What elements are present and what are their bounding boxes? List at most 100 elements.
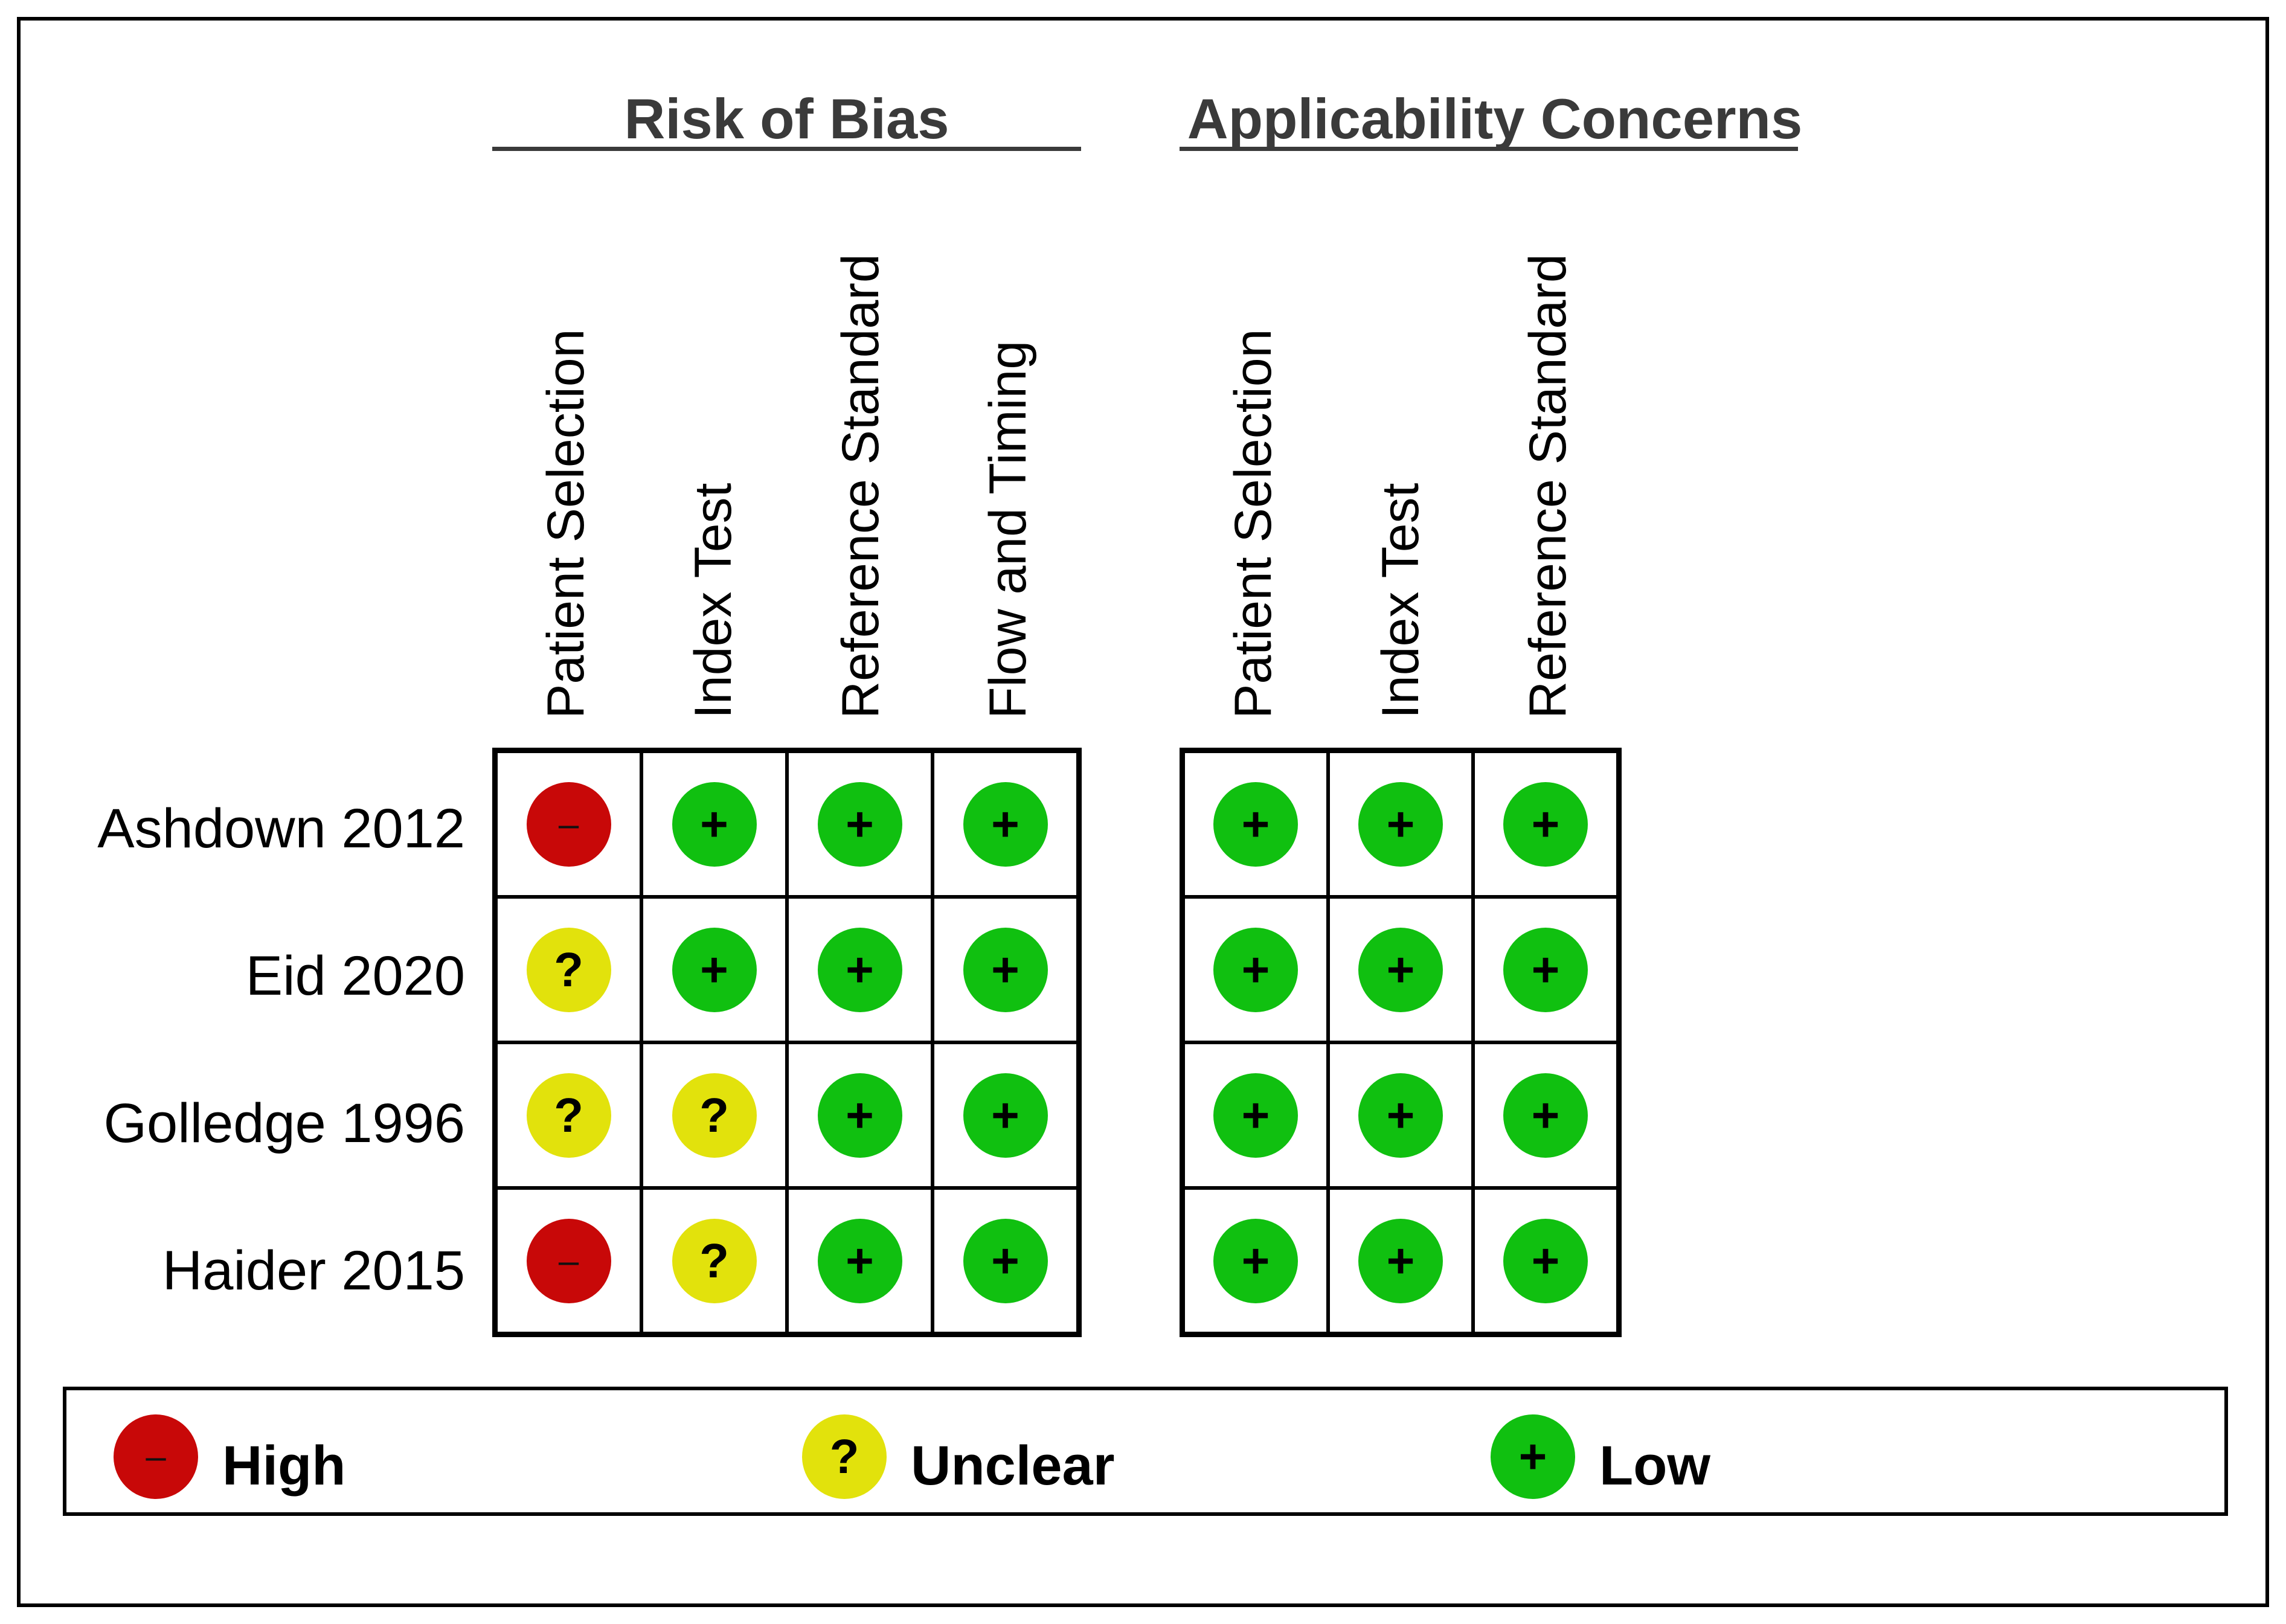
study-label-eid-2020: Eid 2020 — [245, 945, 465, 1007]
low-risk-icon: + — [817, 1073, 902, 1158]
applicability-grid: + + + + + + + + + + + + — [1180, 748, 1622, 1337]
unclear-symbol: ? — [699, 1088, 729, 1142]
unclear-symbol: ? — [554, 942, 583, 997]
low-symbol: + — [846, 1088, 874, 1142]
low-symbol: + — [1386, 1088, 1415, 1142]
applicability-concerns-title: Applicability Concerns — [1187, 87, 1803, 150]
low-risk-icon: + — [1358, 782, 1443, 867]
high-risk-icon: – — [526, 782, 611, 867]
risk-of-bias-grid: – + + +? + + +?? + + –? + + — [492, 748, 1082, 1337]
legend-item-high: – High — [114, 1414, 345, 1499]
high-symbol: – — [146, 1436, 166, 1477]
grid-cell: + — [787, 1042, 933, 1188]
low-risk-icon: + — [1358, 1073, 1443, 1158]
low-symbol: + — [1531, 1233, 1560, 1288]
grid-cell: + — [641, 897, 787, 1042]
low-symbol: + — [1241, 797, 1270, 851]
high-symbol: – — [558, 803, 579, 844]
grid-cell: + — [641, 751, 787, 897]
high-legend-icon: – — [114, 1414, 198, 1499]
unclear-risk-icon: ? — [672, 1073, 757, 1158]
grid-cell: ? — [496, 897, 641, 1042]
grid-cell: + — [1183, 751, 1328, 897]
legend-label: Unclear — [911, 1435, 1115, 1497]
low-risk-icon: + — [817, 927, 902, 1012]
study-label-haider-2015: Haider 2015 — [162, 1240, 465, 1301]
low-risk-icon: + — [1503, 1218, 1588, 1303]
low-symbol: + — [846, 942, 874, 997]
low-risk-icon: + — [963, 1218, 1048, 1303]
legend-item-unclear: ? Unclear — [802, 1414, 1115, 1499]
column-label: Index Test — [684, 483, 742, 719]
low-risk-icon: + — [1358, 1218, 1443, 1303]
grid-cell: – — [496, 1188, 641, 1334]
low-symbol: + — [700, 797, 728, 851]
legend-label: Low — [1599, 1435, 1710, 1497]
low-symbol: + — [1518, 1430, 1547, 1483]
grid-cell: + — [1328, 897, 1473, 1042]
column-label: Flow and Timing — [979, 340, 1037, 719]
low-symbol: + — [1531, 797, 1560, 851]
low-symbol: + — [1241, 1088, 1270, 1142]
low-symbol: + — [846, 797, 874, 851]
unclear-risk-icon: ? — [526, 927, 611, 1012]
grid-cell: ? — [641, 1188, 787, 1334]
unclear-risk-icon: ? — [672, 1218, 757, 1303]
study-labels: Ashdown 2012 Eid 2020 Golledge 1996 Haider … — [0, 0, 465, 1624]
low-risk-icon: + — [672, 927, 757, 1012]
low-symbol: + — [1531, 1088, 1560, 1142]
grid-cell: + — [933, 1188, 1078, 1334]
low-risk-icon: + — [1503, 927, 1588, 1012]
unclear-symbol: ? — [554, 1088, 583, 1142]
low-symbol: + — [991, 1233, 1019, 1288]
grid-cell: + — [1183, 897, 1328, 1042]
high-symbol: – — [558, 1240, 579, 1281]
grid-cell: + — [933, 897, 1078, 1042]
grid-cell: + — [787, 1188, 933, 1334]
grid-cell: + — [1473, 897, 1618, 1042]
low-symbol: + — [700, 942, 728, 997]
low-risk-icon: + — [1358, 927, 1443, 1012]
low-symbol: + — [1386, 942, 1415, 997]
grid-cell: + — [1183, 1188, 1328, 1334]
low-risk-icon: + — [1213, 927, 1298, 1012]
low-risk-icon: + — [963, 927, 1048, 1012]
applicability-concerns-rule — [1180, 147, 1798, 151]
grid-cell: + — [787, 897, 933, 1042]
low-risk-icon: + — [1213, 782, 1298, 867]
column-label: Patient Selection — [537, 329, 595, 719]
low-symbol: + — [846, 1233, 874, 1288]
low-risk-icon: + — [672, 782, 757, 867]
low-symbol: + — [1386, 1233, 1415, 1288]
low-symbol: + — [1241, 942, 1270, 997]
low-symbol: + — [1386, 797, 1415, 851]
low-legend-icon: + — [1491, 1414, 1575, 1499]
grid-cell: + — [1183, 1042, 1328, 1188]
unclear-symbol: ? — [829, 1430, 859, 1483]
grid-cell: + — [933, 751, 1078, 897]
low-risk-icon: + — [1503, 1073, 1588, 1158]
risk-of-bias-title: Risk of Bias — [624, 87, 949, 150]
low-risk-icon: + — [963, 782, 1048, 867]
legend-item-low: + Low — [1491, 1414, 1710, 1499]
study-label-ashdown-2012: Ashdown 2012 — [97, 798, 465, 859]
low-symbol: + — [991, 942, 1019, 997]
grid-cell: + — [1473, 751, 1618, 897]
risk-of-bias-rule — [492, 147, 1081, 151]
low-risk-icon: + — [1213, 1073, 1298, 1158]
grid-cell: + — [1473, 1188, 1618, 1334]
study-label-golledge-1996: Golledge 1996 — [103, 1093, 466, 1154]
low-symbol: + — [991, 797, 1019, 851]
low-symbol: + — [1241, 1233, 1270, 1288]
low-risk-icon: + — [817, 782, 902, 867]
grid-cell: ? — [496, 1042, 641, 1188]
figure-frame — [17, 17, 2269, 1607]
high-risk-icon: – — [526, 1218, 611, 1303]
low-risk-icon: + — [817, 1218, 902, 1303]
grid-cell: ? — [641, 1042, 787, 1188]
column-label: Reference Standard — [1519, 254, 1577, 719]
low-symbol: + — [991, 1088, 1019, 1142]
column-label: Patient Selection — [1224, 329, 1282, 719]
legend-label: High — [222, 1435, 346, 1497]
column-label: Reference Standard — [832, 254, 890, 719]
